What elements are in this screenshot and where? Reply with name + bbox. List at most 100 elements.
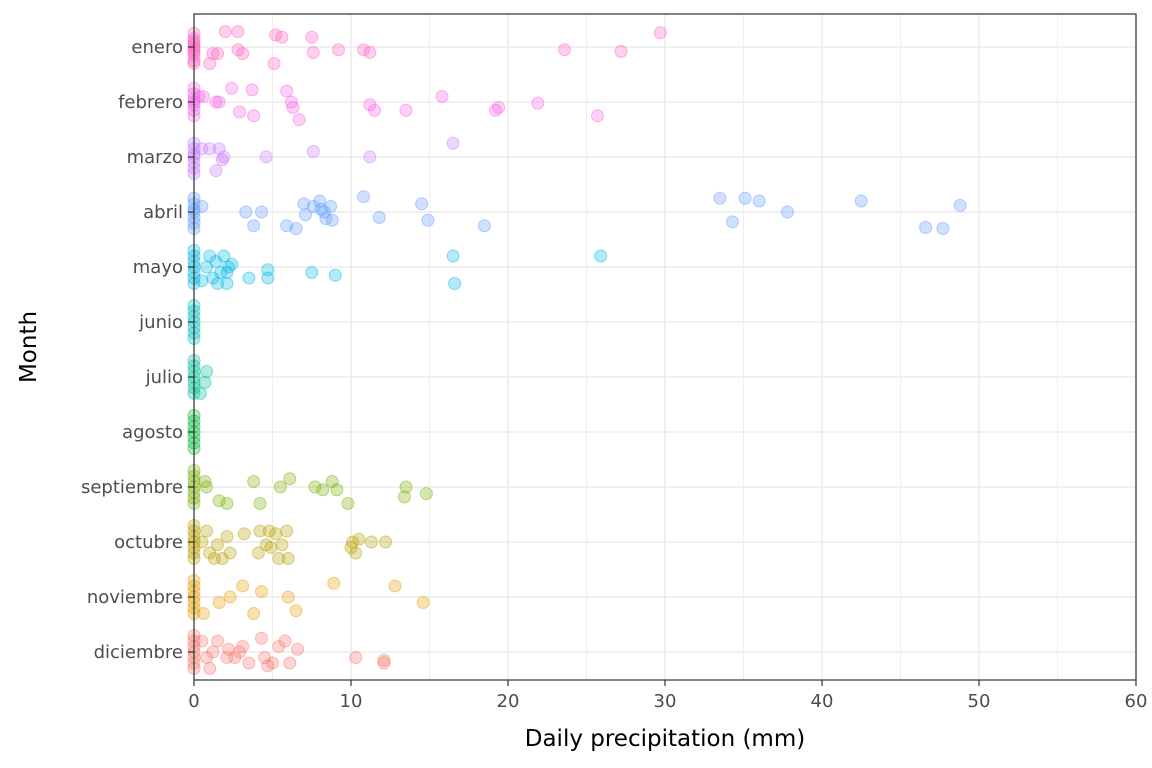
data-point xyxy=(212,596,226,609)
data-point xyxy=(492,101,506,114)
data-point xyxy=(269,527,283,541)
data-point xyxy=(259,538,273,552)
data-point xyxy=(614,44,628,58)
data-point xyxy=(368,103,382,117)
series-enero xyxy=(187,25,667,70)
data-point xyxy=(275,538,289,552)
data-point xyxy=(280,524,294,538)
data-point xyxy=(372,211,386,224)
data-point xyxy=(289,604,303,618)
y-axis-ticks: enero febrero marzo abril mayo junio julio agos… xyxy=(81,37,194,663)
data-point xyxy=(377,656,391,670)
data-point xyxy=(331,43,345,57)
data-point xyxy=(477,219,491,233)
x-tick-label: 50 xyxy=(968,691,991,712)
data-point xyxy=(281,590,295,604)
data-point xyxy=(261,263,275,277)
data-point xyxy=(399,103,413,117)
data-point xyxy=(247,475,261,488)
data-point xyxy=(713,191,727,205)
data-point xyxy=(278,634,292,648)
y-tick-label-septiembre: septiembre xyxy=(81,477,183,498)
data-point xyxy=(220,497,234,510)
data-point xyxy=(273,480,287,494)
data-point xyxy=(305,30,319,44)
data-point xyxy=(200,260,214,274)
data-point xyxy=(211,277,225,290)
y-tick-label-octubre: octubre xyxy=(114,532,183,553)
data-point xyxy=(203,142,217,156)
data-point xyxy=(953,198,967,212)
data-point xyxy=(283,656,297,670)
data-point xyxy=(255,585,269,598)
data-point xyxy=(220,266,234,279)
data-point xyxy=(203,546,217,560)
x-axis-ticks: 0 10 20 30 40 50 60 xyxy=(188,680,1147,712)
data-point xyxy=(195,535,209,549)
data-point xyxy=(421,213,435,227)
data-point xyxy=(854,194,868,208)
data-point xyxy=(328,268,342,282)
data-point xyxy=(251,546,265,560)
data-point xyxy=(379,535,393,549)
y-tick-label-diciembre: diciembre xyxy=(94,642,183,663)
data-point xyxy=(195,142,209,156)
data-point xyxy=(306,200,320,213)
data-point xyxy=(280,219,294,233)
x-tick-label: 60 xyxy=(1125,691,1148,712)
data-point xyxy=(448,277,462,290)
y-tick-label-abril: abril xyxy=(143,202,183,223)
data-point xyxy=(919,220,933,234)
data-point xyxy=(281,552,295,565)
data-point xyxy=(289,222,303,235)
data-point xyxy=(936,222,950,235)
data-point xyxy=(206,645,220,659)
data-point xyxy=(346,535,360,549)
y-tick-label-enero: enero xyxy=(131,37,183,58)
data-point xyxy=(196,90,210,103)
data-point xyxy=(237,527,251,541)
data-point xyxy=(239,205,253,219)
data-point xyxy=(200,480,214,494)
data-point xyxy=(280,84,294,98)
data-point xyxy=(319,212,333,226)
data-point xyxy=(363,46,377,59)
data-point xyxy=(214,266,228,279)
y-tick-label-agosto: agosto xyxy=(122,422,183,443)
data-point xyxy=(215,552,229,565)
data-point xyxy=(446,249,460,263)
data-point xyxy=(195,634,209,648)
series-febrero xyxy=(187,81,604,127)
data-point xyxy=(198,475,212,488)
data-point xyxy=(399,480,413,494)
data-point xyxy=(222,642,236,656)
data-point xyxy=(220,530,234,543)
data-point xyxy=(255,631,269,645)
data-point xyxy=(341,497,355,510)
data-point xyxy=(203,662,217,675)
data-point xyxy=(225,81,239,95)
data-point xyxy=(325,475,339,488)
data-point xyxy=(217,150,231,164)
data-point xyxy=(220,277,234,290)
data-point xyxy=(291,642,305,656)
data-point xyxy=(272,640,286,653)
data-point xyxy=(198,376,212,389)
data-point xyxy=(269,28,283,42)
data-point xyxy=(330,483,344,497)
series-noviembre xyxy=(187,574,430,620)
data-point xyxy=(200,365,214,378)
data-point xyxy=(200,651,214,664)
data-point xyxy=(594,249,608,263)
data-point xyxy=(231,25,245,39)
data-point xyxy=(211,538,225,552)
data-point xyxy=(349,651,363,664)
data-point xyxy=(363,150,377,164)
data-point xyxy=(247,607,261,620)
x-tick-label: 30 xyxy=(654,691,677,712)
data-point xyxy=(284,95,298,109)
data-point xyxy=(245,83,259,97)
data-point xyxy=(247,109,261,123)
data-point xyxy=(261,659,275,673)
